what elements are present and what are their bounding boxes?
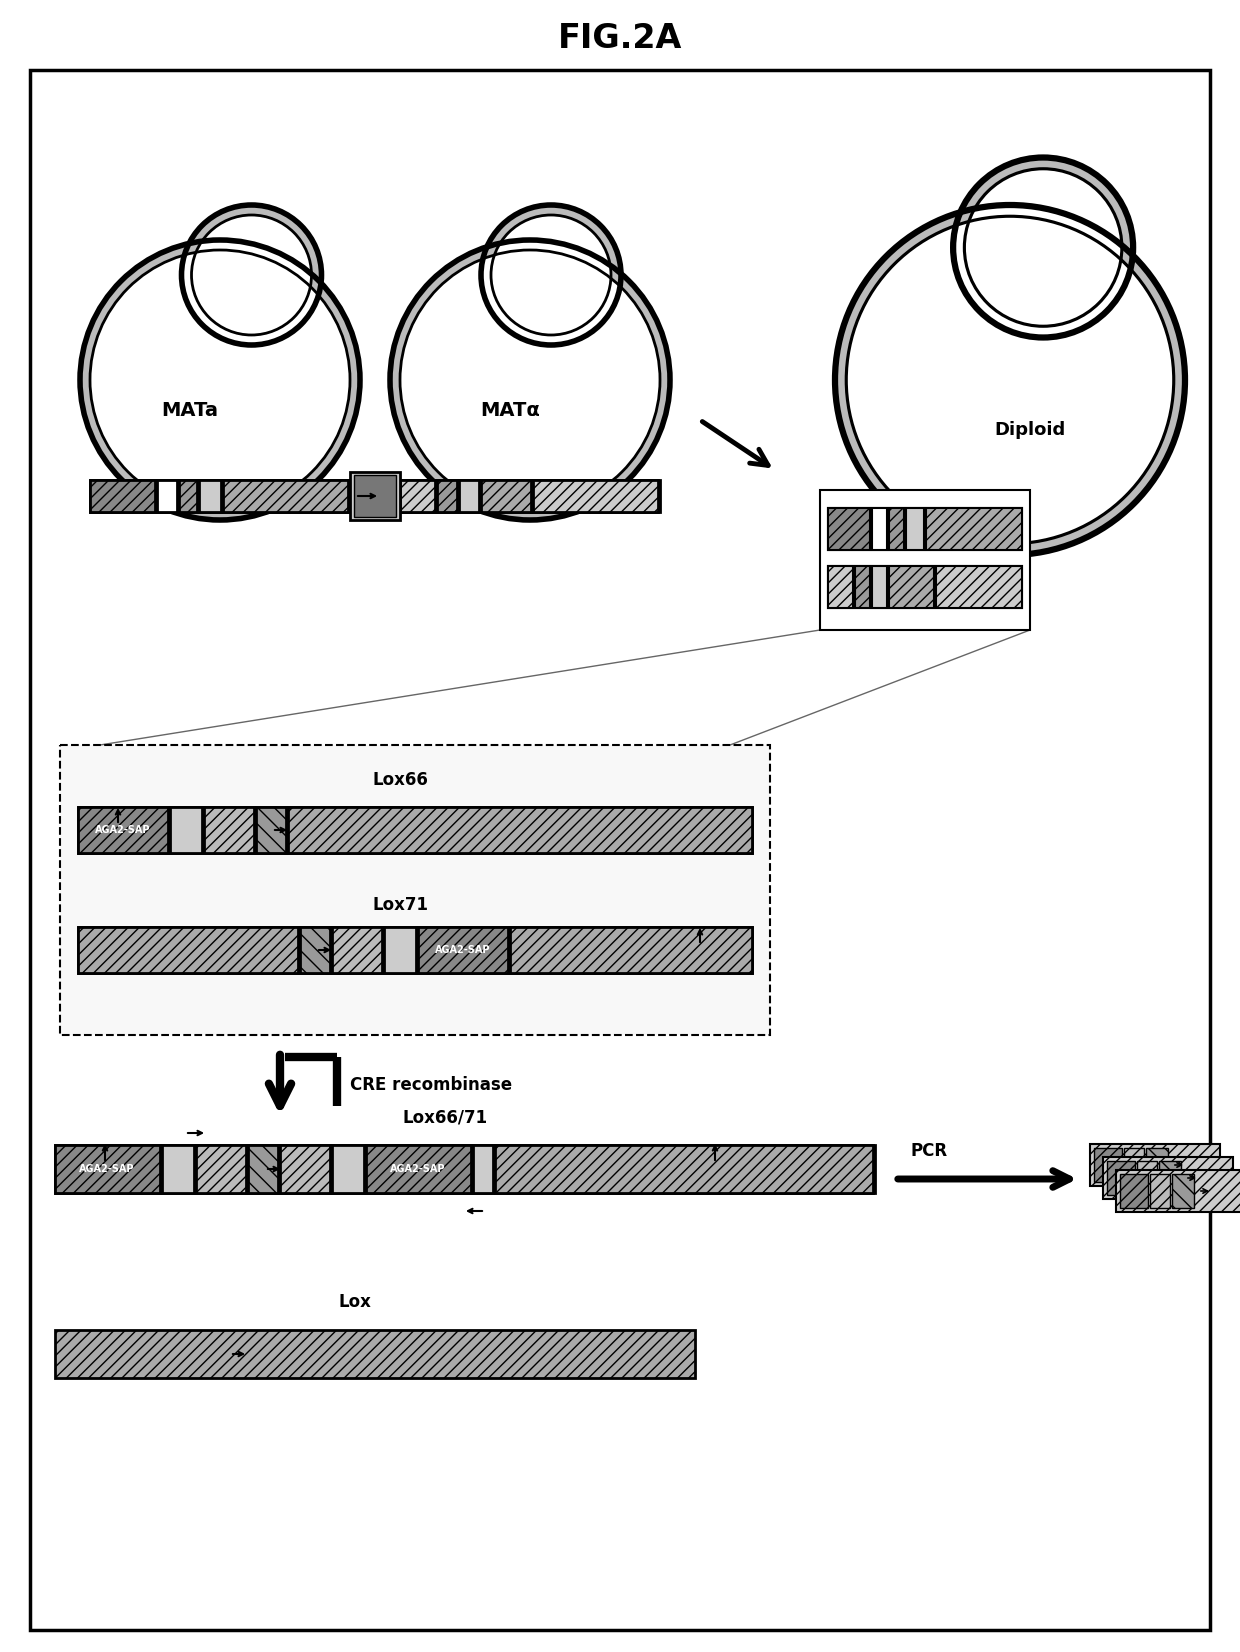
Bar: [55, 1330, 694, 1378]
Bar: [926, 509, 1022, 550]
Bar: [350, 472, 401, 520]
Bar: [1104, 1156, 1233, 1199]
Bar: [1137, 1161, 1157, 1194]
Circle shape: [846, 216, 1174, 544]
Circle shape: [954, 157, 1133, 337]
Bar: [353, 476, 396, 517]
Bar: [872, 567, 887, 608]
Circle shape: [191, 215, 311, 335]
Bar: [366, 1145, 471, 1193]
Bar: [533, 481, 658, 512]
Text: Lox66/71: Lox66/71: [403, 1108, 487, 1127]
Circle shape: [401, 249, 660, 510]
Bar: [162, 1145, 193, 1193]
Bar: [828, 509, 1022, 550]
Bar: [55, 1145, 160, 1193]
Bar: [1146, 1148, 1168, 1181]
Bar: [856, 567, 870, 608]
Bar: [1094, 1148, 1122, 1181]
Bar: [78, 927, 751, 973]
Text: MATα: MATα: [480, 400, 539, 420]
Bar: [384, 927, 415, 973]
Bar: [1172, 1175, 1194, 1208]
Bar: [436, 481, 458, 512]
Bar: [179, 481, 197, 512]
Bar: [906, 509, 924, 550]
Bar: [459, 481, 479, 512]
Bar: [288, 806, 751, 852]
Bar: [401, 481, 435, 512]
Circle shape: [491, 215, 611, 335]
Bar: [91, 481, 155, 512]
Bar: [55, 1145, 875, 1193]
Bar: [78, 806, 167, 852]
Bar: [60, 745, 770, 1036]
Bar: [872, 509, 887, 550]
Bar: [332, 1145, 365, 1193]
Text: Lox66: Lox66: [372, 771, 428, 790]
Circle shape: [181, 205, 321, 345]
Bar: [510, 927, 751, 973]
Bar: [1120, 1175, 1148, 1208]
Text: AGA2-SAP: AGA2-SAP: [79, 1165, 135, 1175]
Text: Lox71: Lox71: [372, 895, 428, 914]
Bar: [481, 481, 531, 512]
Bar: [196, 1145, 246, 1193]
Bar: [248, 1145, 278, 1193]
Bar: [300, 927, 330, 973]
Bar: [91, 481, 350, 512]
Circle shape: [835, 205, 1185, 555]
Bar: [828, 567, 1022, 608]
Bar: [198, 481, 221, 512]
Bar: [332, 927, 382, 973]
Bar: [78, 806, 751, 852]
Bar: [280, 1145, 330, 1193]
Bar: [1116, 1170, 1240, 1213]
Bar: [170, 806, 202, 852]
Bar: [205, 806, 254, 852]
Circle shape: [391, 240, 670, 520]
Bar: [1090, 1143, 1220, 1186]
Bar: [1159, 1161, 1180, 1194]
Bar: [889, 567, 934, 608]
Text: CRE recombinase: CRE recombinase: [350, 1075, 512, 1094]
Bar: [828, 509, 870, 550]
Bar: [889, 509, 904, 550]
Text: AGA2-SAP: AGA2-SAP: [391, 1165, 445, 1175]
Bar: [157, 481, 177, 512]
Text: PCR: PCR: [910, 1142, 947, 1160]
Text: Lox: Lox: [339, 1294, 372, 1312]
Bar: [1123, 1148, 1145, 1181]
Text: MATa: MATa: [161, 400, 218, 420]
Bar: [828, 567, 853, 608]
Bar: [820, 491, 1030, 629]
Bar: [255, 806, 286, 852]
Text: AGA2-SAP: AGA2-SAP: [435, 945, 491, 955]
Bar: [223, 481, 348, 512]
Text: Diploid: Diploid: [994, 421, 1065, 439]
Bar: [472, 1145, 494, 1193]
Bar: [401, 481, 660, 512]
Bar: [936, 567, 1022, 608]
Bar: [495, 1145, 873, 1193]
Circle shape: [91, 249, 350, 510]
Text: FIG.2A: FIG.2A: [558, 21, 682, 55]
Circle shape: [965, 169, 1122, 325]
Bar: [418, 927, 508, 973]
Bar: [1149, 1175, 1171, 1208]
Circle shape: [81, 240, 360, 520]
Bar: [78, 927, 298, 973]
Circle shape: [481, 205, 621, 345]
Bar: [1107, 1161, 1135, 1194]
Text: AGA2-SAP: AGA2-SAP: [95, 824, 151, 834]
